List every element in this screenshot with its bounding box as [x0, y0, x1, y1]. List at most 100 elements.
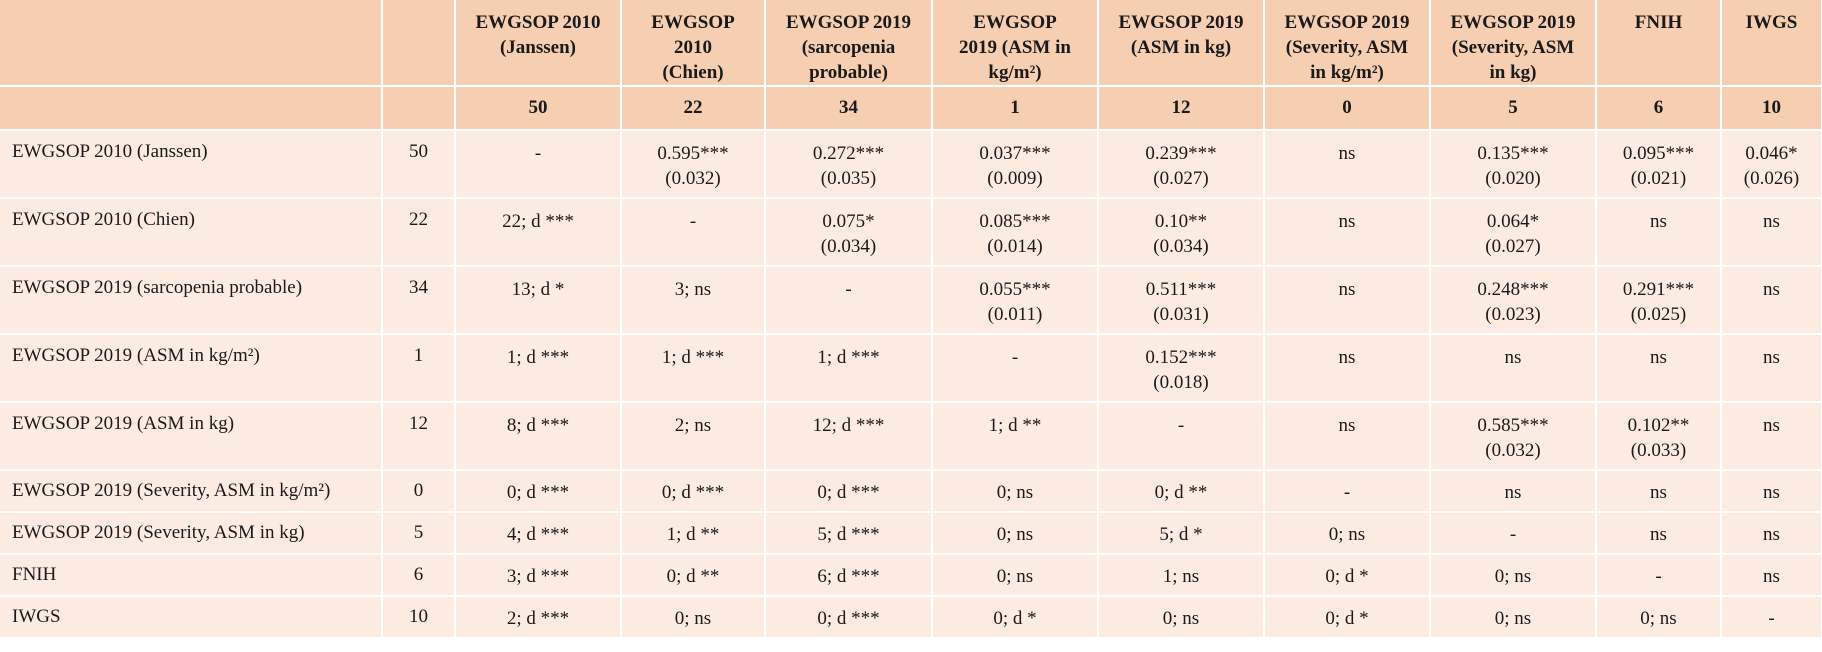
- cell-line: (0.033): [1630, 440, 1687, 461]
- table-cell: 0.595*** (0.032): [621, 130, 766, 199]
- cell-line: ns: [1338, 143, 1356, 164]
- table-cell: -: [1264, 470, 1431, 513]
- table-cell: ns: [1721, 402, 1822, 471]
- cell-line: ns: [1650, 347, 1667, 368]
- table-cell: 0.585*** (0.032): [1430, 402, 1597, 471]
- column-count: 12: [1098, 86, 1265, 131]
- table-cell: 0.095*** (0.021): [1596, 130, 1722, 199]
- column-header-line: (ASM in kg): [1130, 37, 1232, 58]
- cell-line: 0.10**: [1154, 211, 1208, 232]
- cell-line: 8; d ***: [506, 415, 570, 436]
- row-count: 1: [382, 334, 456, 403]
- column-count: 22: [621, 86, 766, 131]
- cell-line: 12; d ***: [812, 415, 885, 436]
- cell-line: 0.095***: [1622, 143, 1695, 164]
- cell-line: 2; d ***: [506, 608, 570, 629]
- column-header-line: EWGSOP: [973, 12, 1057, 33]
- table-cell: -: [1721, 596, 1822, 639]
- cell-line: 13; d *: [511, 279, 565, 300]
- table-cell: ns: [1721, 266, 1822, 335]
- column-header: EWGSOP 2010 (Janssen): [455, 0, 622, 87]
- table-cell: 0.085*** (0.014): [932, 198, 1099, 267]
- row-count: 34: [382, 266, 456, 335]
- cell-line: ns: [1504, 482, 1522, 503]
- cell-line: 0.102**: [1627, 415, 1690, 436]
- table-cell: 0; ns: [932, 554, 1099, 597]
- cell-line: ns: [1763, 211, 1780, 232]
- row-count: 0: [382, 470, 456, 513]
- cell-line: 5; d ***: [817, 524, 880, 545]
- row-label: EWGSOP 2010 (Janssen): [0, 130, 383, 199]
- cell-line: 0.037***: [979, 143, 1051, 164]
- cell-line: 0.511***: [1145, 279, 1217, 300]
- table-cell: 22; d ***: [455, 198, 622, 267]
- cell-line: 3; d ***: [506, 566, 570, 587]
- column-header: FNIH: [1596, 0, 1722, 87]
- cell-line: 0; d **: [1154, 482, 1208, 503]
- table-cell: 4; d ***: [455, 512, 622, 555]
- cell-line: 0.239***: [1145, 143, 1217, 164]
- table-cell: 0.291*** (0.025): [1596, 266, 1722, 335]
- table-cell: 0; ns: [1264, 512, 1431, 555]
- table-cell: 1; d ***: [621, 334, 766, 403]
- table-cell: 0; d **: [1098, 470, 1265, 513]
- table-cell: 0.102** (0.033): [1596, 402, 1722, 471]
- table-cell: ns: [1264, 402, 1431, 471]
- cell-line: 0.595***: [657, 143, 729, 164]
- table-cell: 0; d *: [1264, 596, 1431, 639]
- count-corner-cell: [382, 86, 456, 131]
- cell-line: 0.585***: [1477, 415, 1549, 436]
- table-cell: -: [455, 130, 622, 199]
- cell-line: (0.034): [1153, 236, 1209, 257]
- column-header-line: probable): [809, 62, 888, 83]
- cell-line: 5; d *: [1159, 524, 1203, 545]
- cell-line: 0; d ***: [817, 608, 880, 629]
- table-cell: ns: [1721, 554, 1822, 597]
- table-row: EWGSOP 2010 (Janssen) 50-0.595*** (0.032) 0…: [0, 130, 1822, 199]
- table-row: FNIH 6 3; d *** 0; d ** 6; d *** 0; ns 1; ns 0;…: [0, 554, 1822, 597]
- cell-line: 0; ns: [1328, 524, 1366, 545]
- table-cell: 5; d ***: [765, 512, 933, 555]
- cell-line: ns: [1763, 566, 1780, 587]
- table-cell: 0; ns: [1098, 596, 1265, 639]
- table-cell: 1; d ***: [765, 334, 933, 403]
- cell-line: 0.064*: [1486, 211, 1540, 232]
- table-body: EWGSOP 2010 (Janssen) 50-0.595*** (0.032) 0…: [0, 130, 1822, 639]
- cell-line: (0.032): [1485, 440, 1541, 461]
- cell-line: -: [845, 279, 852, 300]
- column-header-line: (Severity, ASM: [1285, 37, 1409, 58]
- table-row: EWGSOP 2019 (Severity, ASM in kg/m²) 0 0; …: [0, 470, 1822, 513]
- cell-line: ns: [1338, 279, 1356, 300]
- column-count: 5: [1430, 86, 1597, 131]
- table-cell: 0.064* (0.027): [1430, 198, 1597, 267]
- cell-line: ns: [1650, 524, 1667, 545]
- table-row: EWGSOP 2010 (Chien) 22 22; d *** - 0.075* (0.…: [0, 198, 1822, 267]
- column-count: 1: [932, 86, 1099, 131]
- table-cell: ns: [1721, 334, 1822, 403]
- row-label: EWGSOP 2019 (Severity, ASM in kg): [0, 512, 383, 555]
- cell-line: (0.023): [1485, 304, 1541, 325]
- table-cell: ns: [1264, 130, 1431, 199]
- count-row: 50 22 34 1 12 0 5 6 10: [0, 86, 1822, 131]
- column-header-line: EWGSOP 2019: [785, 12, 912, 33]
- cell-line: 1; d ***: [817, 347, 880, 368]
- cell-line: 0; d *: [1325, 566, 1369, 587]
- cell-line: 0.248***: [1477, 279, 1549, 300]
- cell-line: 0.272***: [812, 143, 885, 164]
- cell-line: 22; d ***: [502, 211, 574, 232]
- table-cell: 0; d *: [1264, 554, 1431, 597]
- cell-line: -: [689, 211, 697, 232]
- column-header: IWGS: [1721, 0, 1822, 87]
- cell-line: ns: [1338, 415, 1356, 436]
- cell-line: ns: [1763, 347, 1780, 368]
- column-header: EWGSOP 2019 (sarcopenia probable): [765, 0, 933, 87]
- table-cell: 0.239*** (0.027): [1098, 130, 1265, 199]
- cell-line: (0.031): [1153, 304, 1209, 325]
- cell-line: 1; d **: [666, 524, 720, 545]
- cell-line: (0.027): [1153, 168, 1209, 189]
- table-cell: 0.046* (0.026): [1721, 130, 1822, 199]
- table-cell: 0.511*** (0.031): [1098, 266, 1265, 335]
- cell-line: (0.009): [987, 168, 1043, 189]
- cell-line: 1; d ***: [661, 347, 725, 368]
- cell-line: (0.020): [1485, 168, 1541, 189]
